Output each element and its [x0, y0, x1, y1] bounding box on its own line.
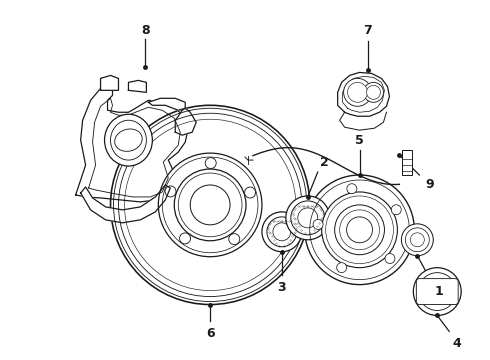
Text: 1: 1 — [435, 285, 443, 298]
Polygon shape — [100, 75, 119, 90]
Circle shape — [273, 223, 291, 241]
Text: 3: 3 — [277, 281, 286, 294]
Polygon shape — [175, 108, 196, 135]
Circle shape — [305, 175, 415, 285]
Text: 2: 2 — [320, 156, 329, 168]
Circle shape — [262, 212, 302, 252]
Circle shape — [245, 187, 256, 198]
Polygon shape — [75, 85, 188, 202]
Text: 4: 4 — [453, 337, 462, 350]
Circle shape — [347, 184, 357, 194]
Circle shape — [313, 220, 323, 229]
Text: 7: 7 — [363, 24, 372, 37]
Text: 8: 8 — [141, 24, 150, 37]
Text: 6: 6 — [206, 327, 215, 340]
Bar — [402, 150, 413, 175]
Circle shape — [392, 205, 401, 215]
Circle shape — [385, 253, 395, 264]
Circle shape — [267, 217, 297, 247]
Circle shape — [343, 78, 371, 106]
Ellipse shape — [104, 114, 152, 166]
Polygon shape — [338, 72, 390, 116]
Circle shape — [410, 233, 424, 247]
Circle shape — [414, 268, 461, 315]
Circle shape — [322, 192, 397, 268]
Ellipse shape — [115, 129, 142, 151]
Circle shape — [346, 217, 372, 243]
Circle shape — [286, 196, 330, 240]
Circle shape — [364, 82, 384, 102]
Circle shape — [347, 82, 368, 102]
Circle shape — [180, 233, 191, 244]
Circle shape — [229, 234, 240, 244]
Text: 5: 5 — [355, 134, 364, 147]
Circle shape — [401, 224, 433, 256]
Circle shape — [298, 208, 318, 228]
Circle shape — [111, 105, 310, 305]
Circle shape — [174, 169, 246, 241]
Circle shape — [190, 185, 230, 225]
Circle shape — [291, 201, 325, 235]
Polygon shape — [148, 98, 185, 110]
Polygon shape — [128, 80, 147, 92]
Polygon shape — [81, 185, 171, 223]
Ellipse shape — [111, 120, 147, 160]
Circle shape — [405, 228, 429, 252]
Circle shape — [205, 158, 216, 168]
Circle shape — [335, 205, 385, 255]
Circle shape — [158, 153, 262, 257]
Circle shape — [165, 186, 176, 197]
FancyBboxPatch shape — [416, 279, 458, 305]
Circle shape — [337, 263, 346, 273]
Text: 9: 9 — [425, 179, 434, 192]
Circle shape — [367, 85, 380, 99]
